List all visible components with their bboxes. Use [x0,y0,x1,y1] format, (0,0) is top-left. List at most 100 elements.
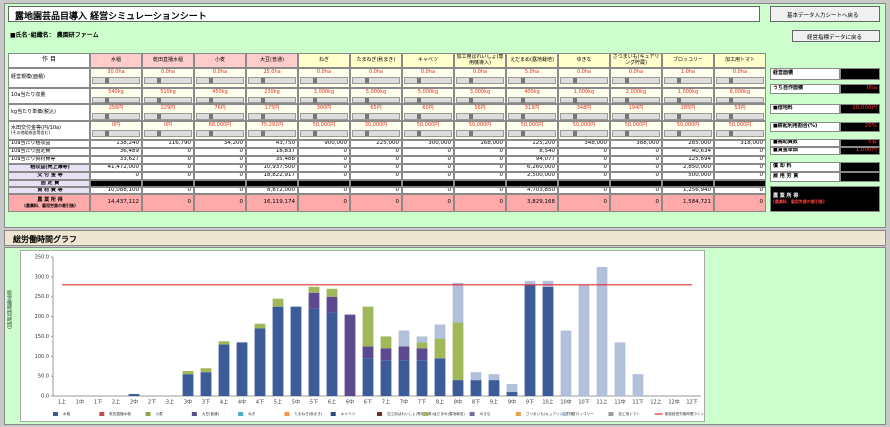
slider[interactable] [404,77,452,85]
slider-thumb[interactable] [209,78,213,84]
slider[interactable] [508,113,556,120]
slider[interactable] [508,77,556,85]
slider-thumb[interactable] [261,98,265,103]
slider-thumb[interactable] [729,131,733,137]
slider-thumb[interactable] [469,78,473,84]
slider[interactable] [664,77,712,85]
slider-thumb[interactable] [313,131,317,137]
slider-thumb[interactable] [365,131,369,137]
slider-thumb[interactable] [521,98,525,103]
slider[interactable] [664,113,712,120]
slider-thumb[interactable] [417,114,421,120]
slider-thumb[interactable] [209,98,213,103]
slider[interactable] [248,130,296,138]
slider[interactable] [716,77,764,85]
slider[interactable] [404,113,452,120]
slider[interactable] [352,97,400,103]
slider[interactable] [92,113,140,120]
slider-thumb[interactable] [729,114,733,120]
slider[interactable] [300,113,348,120]
back-button[interactable]: 基本データ入力シートへ戻る [770,6,880,22]
slider-thumb[interactable] [365,78,369,84]
slider[interactable] [664,130,712,138]
slider[interactable] [300,130,348,138]
slider-thumb[interactable] [625,114,629,120]
slider[interactable] [300,97,348,103]
slider[interactable] [92,130,140,138]
slider[interactable] [508,97,556,103]
slider[interactable] [456,97,504,103]
slider[interactable] [664,97,712,103]
slider[interactable] [248,77,296,85]
slider-thumb[interactable] [313,78,317,84]
slider[interactable] [196,130,244,138]
slider-thumb[interactable] [209,131,213,137]
slider-thumb[interactable] [157,114,161,120]
slider[interactable] [352,77,400,85]
slider[interactable] [300,77,348,85]
slider[interactable] [560,113,608,120]
slider-thumb[interactable] [729,78,733,84]
slider-thumb[interactable] [469,98,473,103]
slider-thumb[interactable] [209,114,213,120]
slider-thumb[interactable] [105,131,109,137]
slider-thumb[interactable] [573,131,577,137]
slider-thumb[interactable] [677,98,681,103]
slider[interactable] [612,97,660,103]
slider[interactable] [456,113,504,120]
slider-thumb[interactable] [625,131,629,137]
slider[interactable] [352,113,400,120]
slider-thumb[interactable] [417,78,421,84]
slider[interactable] [352,130,400,138]
slider-thumb[interactable] [105,114,109,120]
slider-thumb[interactable] [261,131,265,137]
slider-thumb[interactable] [157,98,161,103]
slider-thumb[interactable] [729,98,733,103]
slider-thumb[interactable] [677,78,681,84]
slider-thumb[interactable] [105,78,109,84]
slider-thumb[interactable] [157,78,161,84]
slider-thumb[interactable] [365,114,369,120]
slider-thumb[interactable] [313,98,317,103]
slider-thumb[interactable] [521,114,525,120]
slider[interactable] [612,113,660,120]
slider-thumb[interactable] [157,131,161,137]
slider[interactable] [716,97,764,103]
slider[interactable] [560,130,608,138]
slider[interactable] [404,130,452,138]
slider[interactable] [92,77,140,85]
slider[interactable] [92,97,140,103]
slider-thumb[interactable] [105,98,109,103]
slider-thumb[interactable] [625,98,629,103]
slider[interactable] [456,77,504,85]
slider-thumb[interactable] [573,114,577,120]
slider-thumb[interactable] [677,114,681,120]
slider[interactable] [508,130,556,138]
index-button[interactable]: 経営指標データに戻る [792,30,880,42]
slider[interactable] [560,97,608,103]
slider[interactable] [716,130,764,138]
slider-thumb[interactable] [417,98,421,103]
slider[interactable] [248,97,296,103]
slider[interactable] [612,77,660,85]
slider-thumb[interactable] [521,131,525,137]
slider-thumb[interactable] [521,78,525,84]
slider-thumb[interactable] [469,131,473,137]
slider-thumb[interactable] [261,78,265,84]
slider-thumb[interactable] [625,78,629,84]
slider[interactable] [456,130,504,138]
slider-thumb[interactable] [573,98,577,103]
slider[interactable] [144,130,192,138]
slider-thumb[interactable] [365,98,369,103]
slider[interactable] [404,97,452,103]
slider-thumb[interactable] [573,78,577,84]
slider[interactable] [196,77,244,85]
slider[interactable] [560,77,608,85]
slider[interactable] [144,77,192,85]
slider-thumb[interactable] [417,131,421,137]
slider-thumb[interactable] [261,114,265,120]
slider[interactable] [144,113,192,120]
slider[interactable] [196,97,244,103]
slider-thumb[interactable] [313,114,317,120]
slider[interactable] [196,113,244,120]
